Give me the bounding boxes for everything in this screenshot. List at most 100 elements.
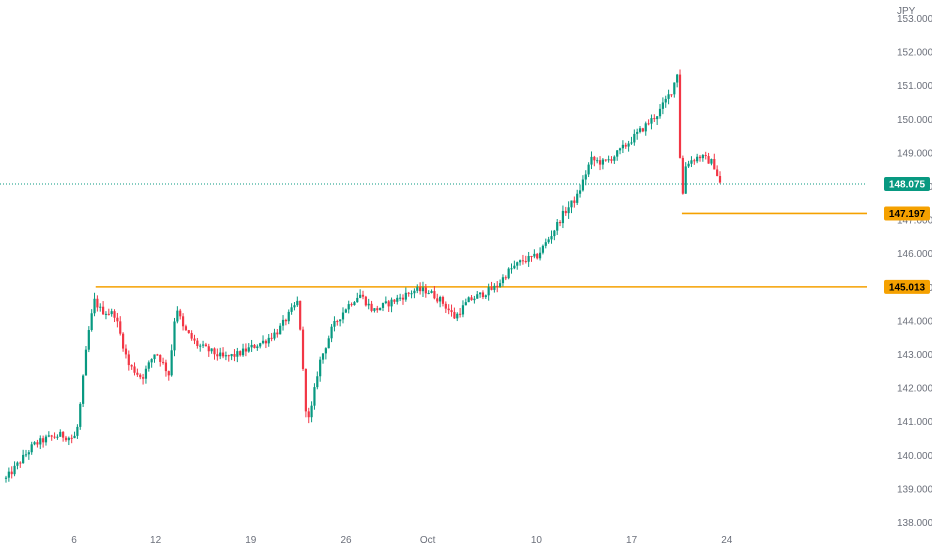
candle-body — [24, 454, 28, 456]
candle-body — [641, 128, 644, 132]
candle-body — [247, 347, 250, 352]
candle-body — [561, 210, 565, 224]
candle-body — [250, 344, 253, 348]
candle-body — [673, 82, 676, 95]
candle-body — [587, 164, 590, 175]
price-axis[interactable]: 153.000152.000151.000150.000149.000148.0… — [897, 14, 932, 529]
y-tick-label: 143.000 — [897, 350, 932, 361]
candle-body — [578, 190, 582, 194]
candle-body — [50, 435, 53, 437]
y-tick-label: 152.000 — [897, 48, 932, 59]
candle-body — [119, 321, 122, 334]
level-price-tag-text: 145.013 — [889, 282, 926, 293]
candle-body — [558, 222, 562, 224]
level-price-tag-bg — [884, 279, 930, 294]
candle-body — [153, 354, 156, 360]
candle-body — [644, 123, 647, 132]
candle-body — [324, 348, 327, 354]
candle-body — [316, 376, 319, 388]
candle-body — [536, 253, 539, 259]
candle-body — [573, 200, 576, 203]
candle-body — [401, 297, 405, 300]
candle-body — [713, 159, 716, 170]
candle-body — [638, 128, 642, 132]
candle-body — [99, 306, 102, 308]
candle-body — [538, 252, 542, 259]
x-tick-label: 19 — [245, 535, 257, 546]
candle-body — [690, 160, 693, 164]
candle-body — [344, 309, 347, 313]
candle-body — [421, 287, 425, 292]
candle-body — [47, 435, 50, 437]
y-tick-label: 150.000 — [897, 115, 932, 126]
candle-body — [513, 265, 516, 269]
candle-body — [496, 285, 499, 287]
candle-body — [601, 159, 605, 165]
candle-body — [370, 303, 373, 311]
candle-body — [224, 355, 228, 357]
candle-body — [570, 200, 573, 208]
candle-body — [467, 297, 470, 303]
y-tick-label: 146.000 — [897, 249, 932, 260]
candle-body — [584, 174, 587, 180]
candle-body — [481, 292, 485, 298]
candle-body — [176, 310, 179, 322]
candle-body — [136, 372, 139, 375]
candle-body — [139, 374, 142, 378]
candle-body — [107, 313, 110, 315]
candle-body — [53, 436, 56, 438]
x-tick-label: Oct — [420, 535, 436, 546]
candle-body — [364, 296, 367, 306]
level-price-tag-text: 147.197 — [889, 209, 926, 220]
candle-body — [73, 435, 76, 439]
time-axis[interactable]: 6 12 19 26 Oct 10 17 24 — [71, 535, 733, 546]
candle-body — [327, 338, 330, 349]
candle-body — [687, 163, 690, 167]
candle-body — [501, 277, 505, 284]
candle-body — [678, 74, 682, 158]
candle-body — [459, 313, 462, 315]
candle-body — [607, 159, 610, 161]
candle-body — [347, 304, 350, 310]
candle-body — [39, 438, 42, 445]
candle-body — [527, 255, 530, 262]
y-tick-label: 151.000 — [897, 81, 932, 92]
candle-body — [498, 283, 502, 287]
level-price-tag-bg — [884, 206, 930, 221]
candle-body — [684, 166, 687, 194]
candle-body — [647, 123, 650, 125]
candle-body — [290, 307, 293, 312]
candle-body — [698, 156, 702, 159]
candle-body — [270, 337, 273, 339]
candle-body — [213, 348, 216, 355]
candle-body — [393, 299, 396, 302]
candle-body — [204, 344, 208, 347]
candle-body — [299, 300, 302, 330]
candle-body — [121, 333, 125, 349]
candle-body — [196, 340, 199, 347]
candle-body — [127, 354, 130, 366]
candle-body — [636, 131, 639, 134]
candle-body — [461, 305, 465, 315]
candle-body — [653, 118, 656, 120]
x-tick-label: 26 — [340, 535, 352, 546]
candle-body — [661, 102, 664, 109]
candle-body — [70, 437, 73, 439]
candle-body — [67, 437, 70, 441]
candle-body — [284, 319, 287, 322]
candle-body — [159, 355, 162, 362]
candle-body — [261, 340, 265, 344]
candle-body — [36, 442, 39, 445]
candle-body — [604, 159, 607, 161]
x-tick-label: 10 — [531, 535, 543, 546]
candle-body — [439, 296, 442, 302]
candle-body — [341, 312, 345, 320]
candle-body — [556, 222, 559, 231]
candle-body — [113, 311, 116, 318]
candle-body — [530, 255, 533, 257]
candle-body — [313, 387, 316, 406]
candle-body — [567, 207, 570, 214]
candle-body — [650, 118, 653, 124]
candle-body — [79, 403, 82, 427]
